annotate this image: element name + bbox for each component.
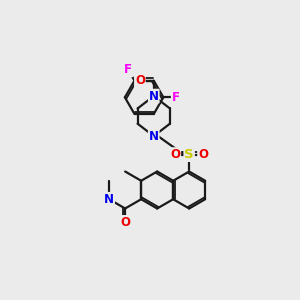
Text: O: O (120, 216, 130, 229)
Text: F: F (172, 91, 180, 104)
Text: N: N (149, 90, 159, 103)
Text: O: O (170, 148, 180, 161)
Text: N: N (104, 193, 114, 206)
Text: N: N (149, 130, 159, 142)
Text: O: O (198, 148, 208, 161)
Text: O: O (135, 74, 145, 87)
Text: S: S (184, 148, 194, 161)
Text: F: F (124, 64, 132, 76)
